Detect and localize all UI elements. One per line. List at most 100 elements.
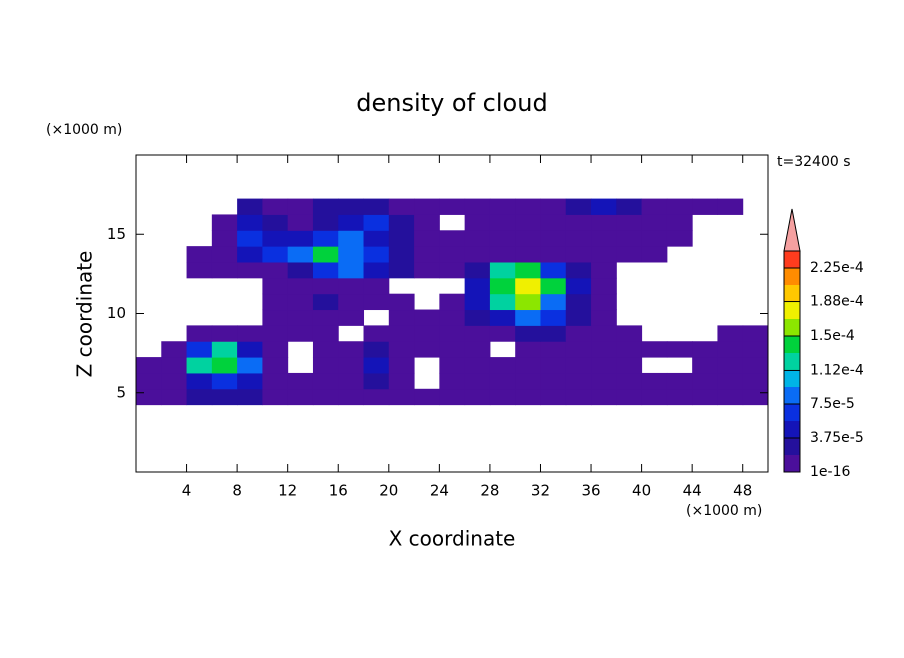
contour-cell xyxy=(692,372,718,390)
contour-cell xyxy=(237,372,263,390)
colorbar-band xyxy=(784,336,800,353)
colorbar-tick-label: 2.25e-4 xyxy=(810,260,864,276)
contour-cell xyxy=(237,357,263,374)
contour-cell xyxy=(565,198,592,215)
contour-cell xyxy=(489,277,516,295)
contour-cell xyxy=(262,341,289,358)
contour-cell xyxy=(262,261,289,279)
contour-cell xyxy=(363,388,390,406)
x-tick-label: 16 xyxy=(329,482,348,500)
contour-cell xyxy=(211,261,238,279)
contour-cell xyxy=(312,372,339,390)
contour-cell xyxy=(414,388,440,406)
contour-cell xyxy=(338,214,365,231)
contour-cell xyxy=(388,214,415,231)
y-tick-label: 10 xyxy=(107,304,126,322)
contour-cell xyxy=(489,246,516,263)
contour-cell xyxy=(439,246,466,263)
colorbar-band xyxy=(784,353,800,370)
contour-cell xyxy=(515,357,541,374)
contour-cell xyxy=(489,230,516,247)
x-tick-label: 40 xyxy=(632,482,651,500)
contour-cell xyxy=(540,214,567,231)
contour-cell xyxy=(464,230,491,247)
contour-cell xyxy=(237,198,263,215)
contour-cell xyxy=(616,246,643,263)
contour-cell xyxy=(287,214,314,231)
contour-cell xyxy=(515,388,541,406)
contour-cell xyxy=(540,309,567,326)
contour-cell xyxy=(439,325,466,342)
x-tick-label: 48 xyxy=(733,482,752,500)
colorbar-tick-label: 1.88e-4 xyxy=(810,294,864,310)
contour-cell xyxy=(616,214,643,231)
contour-cell xyxy=(591,214,617,231)
contour-cell xyxy=(565,293,592,311)
contour-cell xyxy=(616,372,643,390)
contour-cell xyxy=(237,388,263,406)
contour-cell xyxy=(262,293,289,311)
contour-cell xyxy=(237,261,263,279)
contour-cell xyxy=(565,341,592,358)
contour-cell xyxy=(211,230,238,247)
contour-cell xyxy=(287,277,314,295)
contour-cell xyxy=(540,341,567,358)
colorbar-band xyxy=(784,370,800,387)
contour-cell xyxy=(186,388,213,406)
colorbar-tick-label: 3.75e-5 xyxy=(810,430,864,446)
colorbar-band xyxy=(784,285,800,302)
contour-cell xyxy=(717,325,744,342)
contour-cell xyxy=(262,325,289,342)
x-tick-label: 4 xyxy=(182,482,192,500)
contour-cell xyxy=(186,357,213,374)
contour-cell xyxy=(666,372,693,390)
contour-cell xyxy=(515,198,541,215)
contour-cell xyxy=(591,309,617,326)
contour-cell xyxy=(414,198,440,215)
contour-cell xyxy=(742,372,769,390)
contour-cell xyxy=(287,293,314,311)
contour-cell xyxy=(464,198,491,215)
contour-cell xyxy=(591,372,617,390)
contour-cell xyxy=(439,357,466,374)
contour-cell xyxy=(262,309,289,326)
contour-cell xyxy=(414,309,440,326)
contour-cell xyxy=(186,372,213,390)
contour-cell xyxy=(742,341,769,358)
contour-cell xyxy=(565,277,592,295)
contour-cell xyxy=(237,341,263,358)
contour-cell xyxy=(717,341,744,358)
contour-cell xyxy=(616,388,643,406)
contour-cell xyxy=(312,341,339,358)
contour-cell xyxy=(388,293,415,311)
contour-cell xyxy=(489,357,516,374)
contour-cell xyxy=(666,198,693,215)
contour-cell xyxy=(439,388,466,406)
contour-cell xyxy=(237,230,263,247)
contour-cell xyxy=(489,372,516,390)
contour-cell xyxy=(439,261,466,279)
contour-cell xyxy=(464,246,491,263)
contour-cell xyxy=(414,214,440,231)
contour-cell xyxy=(237,246,263,263)
contour-cell xyxy=(388,246,415,263)
contour-cell xyxy=(540,246,567,263)
contour-cell xyxy=(262,246,289,263)
contour-cell xyxy=(312,277,339,295)
contour-cell xyxy=(388,261,415,279)
contour-cell xyxy=(439,230,466,247)
contour-cell xyxy=(388,230,415,247)
contour-cell xyxy=(464,214,491,231)
contour-cell xyxy=(338,246,365,263)
contour-cell xyxy=(591,325,617,342)
contour-cell xyxy=(565,388,592,406)
contour-cell xyxy=(262,277,289,295)
contour-cell xyxy=(591,357,617,374)
contour-cell xyxy=(414,230,440,247)
contour-cell xyxy=(565,309,592,326)
contour-cell xyxy=(666,341,693,358)
contour-cell xyxy=(489,293,516,311)
contour-cell xyxy=(616,198,643,215)
contour-cell xyxy=(616,325,643,342)
